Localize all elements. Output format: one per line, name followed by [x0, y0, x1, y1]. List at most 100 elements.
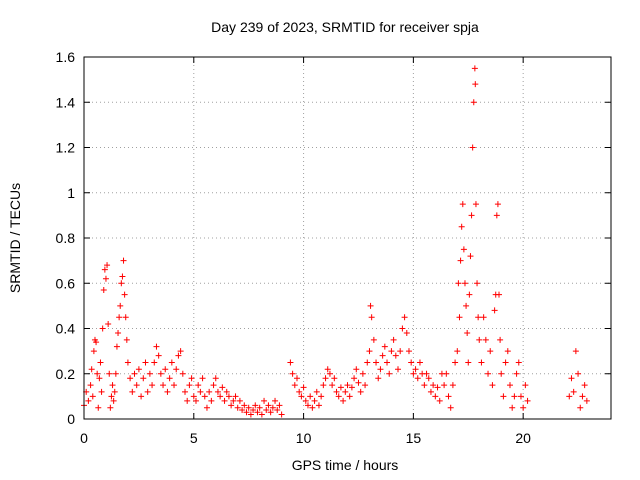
data-point — [118, 280, 125, 287]
data-point — [95, 404, 102, 411]
data-point — [89, 393, 96, 400]
data-point — [348, 384, 355, 391]
data-point — [182, 388, 189, 395]
data-point — [434, 384, 441, 391]
data-point — [85, 397, 92, 404]
data-point — [94, 370, 101, 377]
data-point — [513, 370, 520, 377]
data-point — [520, 404, 527, 411]
data-point — [443, 370, 450, 377]
data-point — [124, 359, 131, 366]
data-point — [416, 359, 423, 366]
data-point — [123, 336, 130, 343]
data-point — [472, 201, 479, 208]
data-point — [460, 246, 467, 253]
data-point — [583, 397, 590, 404]
data-point — [122, 314, 129, 321]
data-point — [452, 359, 459, 366]
data-point — [470, 99, 477, 106]
x-tick-label: 15 — [406, 430, 422, 446]
data-point — [362, 382, 369, 389]
y-tick-label: 0.4 — [56, 321, 76, 337]
data-point — [430, 382, 437, 389]
y-tick-label: 1.2 — [56, 140, 76, 156]
y-tick-label: 1.4 — [56, 94, 76, 110]
data-point — [373, 359, 380, 366]
data-point — [116, 314, 123, 321]
data-point — [436, 397, 443, 404]
data-point — [117, 302, 124, 309]
data-point — [351, 375, 358, 382]
data-point — [166, 375, 173, 382]
data-point — [168, 359, 175, 366]
data-point — [230, 397, 237, 404]
data-point — [243, 409, 250, 416]
data-point — [236, 397, 243, 404]
data-point — [515, 359, 522, 366]
data-point — [397, 348, 404, 355]
data-point — [197, 388, 204, 395]
data-point — [581, 382, 588, 389]
data-point — [153, 343, 160, 350]
data-point — [441, 382, 448, 389]
data-point — [335, 393, 342, 400]
data-point — [485, 370, 492, 377]
data-point — [102, 275, 109, 282]
data-point — [355, 379, 362, 386]
data-point — [395, 366, 402, 373]
data-point — [108, 393, 115, 400]
data-point — [377, 366, 384, 373]
data-point — [386, 370, 393, 377]
y-tick-label: 1 — [67, 185, 75, 201]
x-tick-label: 0 — [80, 430, 88, 446]
data-point — [379, 352, 386, 359]
data-point — [129, 388, 136, 395]
data-point — [121, 291, 128, 298]
x-tick-label: 10 — [296, 430, 312, 446]
data-point — [324, 366, 331, 373]
data-point — [572, 348, 579, 355]
data-point — [491, 307, 498, 314]
data-point — [119, 273, 126, 280]
data-point — [267, 409, 274, 416]
data-point — [293, 375, 300, 382]
data-point — [93, 339, 100, 346]
data-point — [291, 382, 298, 389]
data-point — [427, 388, 434, 395]
data-point — [186, 382, 193, 389]
data-point — [487, 348, 494, 355]
data-point — [480, 314, 487, 321]
data-point — [88, 366, 95, 373]
x-axis-label: GPS time / hours — [292, 457, 399, 473]
data-point — [390, 336, 397, 343]
data-point — [206, 388, 213, 395]
data-point — [375, 375, 382, 382]
data-point — [570, 388, 577, 395]
y-tick-label: 0.2 — [56, 366, 76, 382]
data-point — [164, 388, 171, 395]
data-point — [458, 223, 465, 230]
data-point — [90, 348, 97, 355]
data-point — [340, 397, 347, 404]
data-point — [184, 397, 191, 404]
data-point — [113, 343, 120, 350]
data-point — [254, 409, 261, 416]
data-point — [566, 393, 573, 400]
data-point — [223, 388, 230, 395]
data-point — [502, 359, 509, 366]
data-point — [276, 402, 283, 409]
data-point — [364, 359, 371, 366]
data-point — [459, 201, 466, 208]
data-point — [138, 393, 145, 400]
data-point — [367, 302, 374, 309]
x-tick-label: 5 — [190, 430, 198, 446]
data-point — [476, 336, 483, 343]
data-point — [107, 404, 114, 411]
y-tick-label: 0.8 — [56, 230, 76, 246]
data-point — [287, 359, 294, 366]
data-point — [342, 388, 349, 395]
data-point — [475, 314, 482, 321]
data-point — [313, 388, 320, 395]
data-point — [482, 336, 489, 343]
data-point — [208, 397, 215, 404]
